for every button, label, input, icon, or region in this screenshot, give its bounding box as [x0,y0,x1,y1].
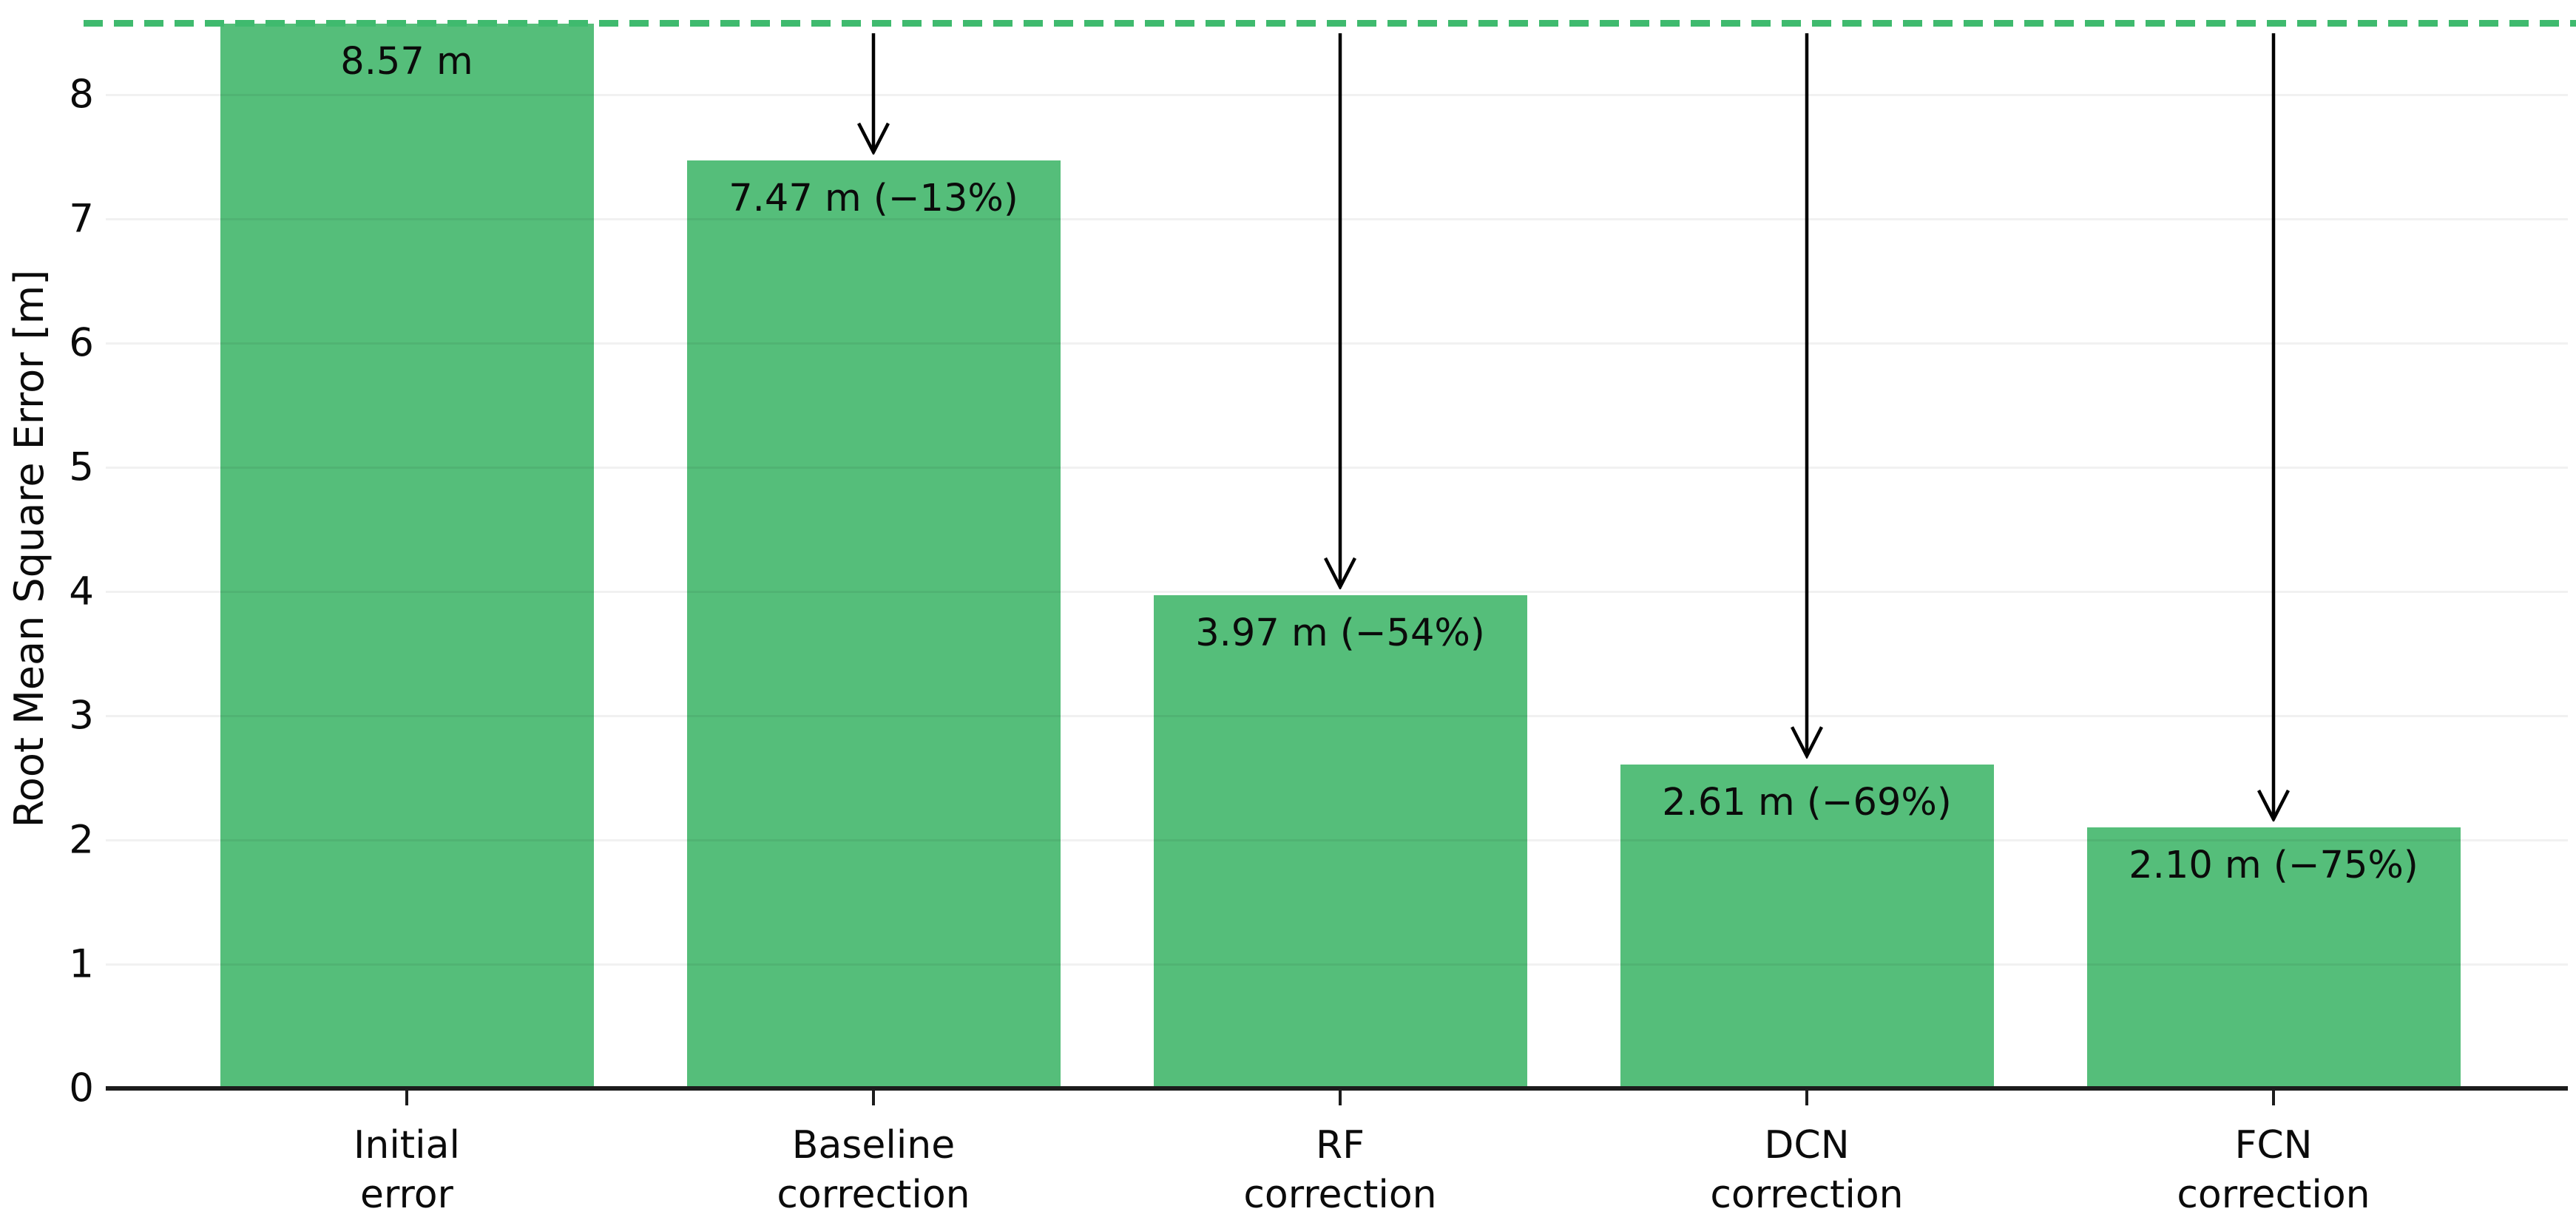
x-tick-label: DCN correction [1710,1123,1904,1217]
y-tick-label: 0 [69,1065,94,1111]
y-tick-label: 6 [69,320,94,366]
bar [2086,827,2461,1088]
gridline [106,591,2568,593]
y-tick-label: 5 [69,444,94,490]
reduction-arrow [2256,33,2291,822]
reduction-arrow [1323,33,1357,590]
bar-value-label: 2.61 m (−69%) [1662,780,1952,824]
bar [686,160,1061,1088]
x-tick-mark [2272,1091,2275,1105]
x-tick-label: Baseline correction [777,1123,970,1217]
gridline [106,715,2568,717]
x-tick-label: Initial error [354,1123,460,1217]
reference-dashed-line [84,20,2576,27]
gridline [106,467,2568,469]
x-tick-mark [872,1091,875,1105]
y-tick-label: 1 [69,941,94,987]
y-tick-label: 3 [69,693,94,739]
x-tick-label: FCN correction [2177,1123,2370,1217]
bar-value-label: 3.97 m (−54%) [1195,611,1485,656]
gridline [106,963,2568,966]
x-tick-mark [1339,1091,1342,1105]
bar-value-label: 7.47 m (−13%) [728,177,1018,221]
bar-value-label: 8.57 m [340,40,473,84]
x-tick-mark [405,1091,408,1105]
x-axis-line [106,1086,2568,1091]
x-tick-label: RF correction [1243,1123,1437,1217]
bar [220,24,594,1088]
reduction-arrow [1790,33,1824,759]
bar [1620,764,1994,1088]
reduction-arrow [856,33,890,155]
bar-value-label: 2.10 m (−75%) [2129,844,2418,888]
bar [1153,595,1527,1088]
gridline [106,342,2568,345]
x-tick-mark [1805,1091,1808,1105]
gridline [106,839,2568,841]
y-tick-label: 2 [69,817,94,863]
y-tick-label: 7 [69,196,94,242]
gridline [106,218,2568,220]
y-tick-label: 8 [69,72,94,118]
y-tick-label: 4 [69,569,94,614]
gridline [106,94,2568,96]
